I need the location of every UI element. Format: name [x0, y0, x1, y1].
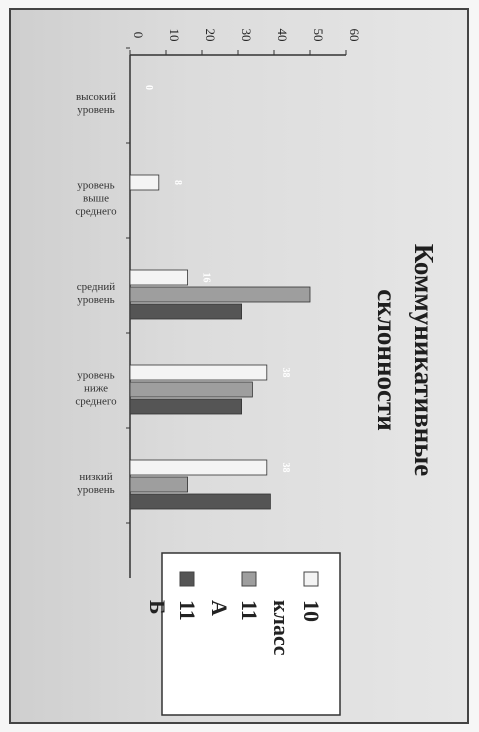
- chart-title-line2: склонности: [372, 289, 402, 431]
- legend-swatch: [303, 571, 319, 587]
- x-tick-label: 40: [275, 29, 290, 42]
- bar: [129, 476, 188, 493]
- data-label: 38: [280, 368, 291, 378]
- bar: [129, 174, 160, 191]
- bar: [129, 493, 271, 510]
- category-label: низкий: [79, 471, 112, 483]
- x-tick-label: 60: [347, 29, 362, 42]
- data-label: 16: [201, 273, 212, 283]
- bar: [129, 269, 188, 286]
- legend-swatch: [179, 571, 195, 587]
- data-label: 38: [280, 463, 291, 473]
- bar: [129, 459, 268, 476]
- category-label: средний: [77, 281, 115, 293]
- bar: [129, 398, 242, 415]
- data-label: 0: [143, 85, 154, 90]
- data-label: 8: [172, 180, 183, 185]
- legend-label: 10: [299, 600, 324, 622]
- legend-label-cont: А: [207, 600, 232, 616]
- legend-swatch: [241, 571, 257, 587]
- category-label: уровень: [77, 104, 114, 116]
- x-tick-label: 10: [167, 29, 182, 42]
- x-tick-label: 0: [131, 32, 146, 39]
- bar: [129, 303, 242, 320]
- x-tick-label: 30: [239, 29, 254, 42]
- x-tick-label: 50: [311, 29, 326, 42]
- legend-label: 11: [175, 600, 200, 621]
- category-label: уровень: [77, 294, 114, 306]
- category-label: уровень: [77, 180, 114, 192]
- category-label: уровень: [77, 484, 114, 496]
- category-label: высокий: [76, 91, 116, 103]
- legend-label-cont: класс: [269, 600, 294, 656]
- category-label: уровень: [77, 370, 114, 382]
- bar: [129, 381, 253, 398]
- category-label: среднего: [75, 206, 117, 218]
- bar: [129, 364, 268, 381]
- chart-title-line1: Коммуникативные: [409, 244, 439, 477]
- category-label: ниже: [84, 383, 108, 395]
- x-tick-label: 20: [203, 29, 218, 42]
- bar: [129, 286, 311, 303]
- category-label: выше: [83, 193, 109, 205]
- legend-label-cont: Б: [145, 600, 170, 615]
- category-label: среднего: [75, 396, 117, 408]
- legend-label: 11: [237, 600, 262, 621]
